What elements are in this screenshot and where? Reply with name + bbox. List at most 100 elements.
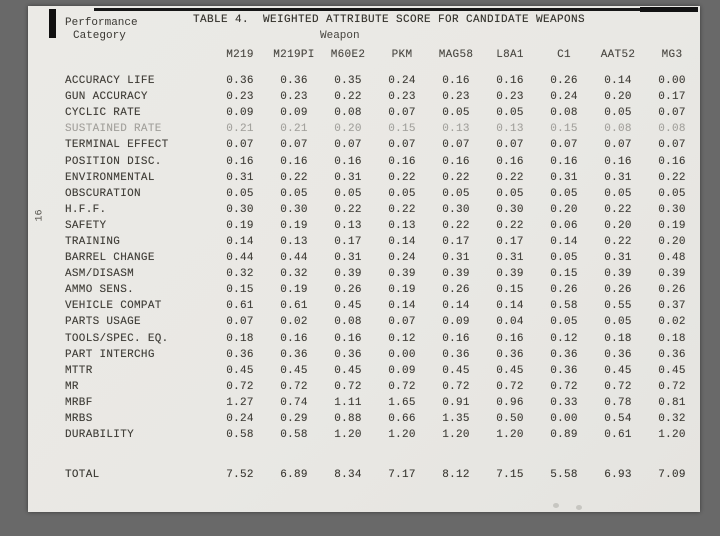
row-value: 7.09 bbox=[658, 469, 686, 482]
row-label: TERMINAL EFFECT bbox=[65, 139, 169, 152]
row-value: 0.31 bbox=[334, 171, 362, 184]
row-value: 0.14 bbox=[550, 235, 578, 248]
row-value: 0.05 bbox=[604, 316, 632, 329]
row-value: 0.00 bbox=[658, 75, 686, 88]
column-header: AAT52 bbox=[600, 49, 636, 61]
table-row: PART INTERCHG 0.36 0.36 0.36 0.00 0.36 0.36 0.3… bbox=[65, 347, 699, 363]
row-value: 0.54 bbox=[604, 413, 632, 426]
table-row: DURABILITY 0.58 0.58 1.20 1.20 1.20 1.20 0.89 0.… bbox=[65, 427, 699, 443]
row-value: 0.08 bbox=[658, 123, 686, 136]
row-value: 0.00 bbox=[388, 348, 416, 361]
table-body: ACCURACY LIFE 0.36 0.36 0.35 0.24 0.16 0.16 0.2… bbox=[65, 73, 699, 443]
row-value: 0.05 bbox=[496, 187, 524, 200]
table-row: SAFETY 0.19 0.19 0.13 0.13 0.22 0.22 0.06 0.20 0.… bbox=[65, 218, 699, 234]
row-value: 0.21 bbox=[280, 123, 308, 136]
row-value: 0.30 bbox=[496, 203, 524, 216]
row-value: 0.74 bbox=[280, 396, 308, 409]
row-value: 0.07 bbox=[442, 139, 470, 152]
row-value: 0.13 bbox=[496, 123, 524, 136]
row-value: 0.33 bbox=[550, 396, 578, 409]
row-value: 0.17 bbox=[334, 235, 362, 248]
row-value: 0.14 bbox=[604, 75, 632, 88]
scanned-page: TABLE 4. WEIGHTED ATTRIBUTE SCORE FOR CA… bbox=[28, 6, 700, 512]
row-value: 0.55 bbox=[604, 300, 632, 313]
row-value: 7.17 bbox=[388, 469, 416, 482]
row-value: 7.15 bbox=[496, 469, 524, 482]
total-row: TOTAL 7.52 6.89 8.34 7.17 8.12 7.15 5.58 6.93 7.0… bbox=[65, 467, 699, 483]
row-value: 0.72 bbox=[388, 380, 416, 393]
row-value: 0.26 bbox=[604, 284, 632, 297]
row-value: 0.45 bbox=[334, 300, 362, 313]
row-value: 0.39 bbox=[388, 268, 416, 281]
row-value: 0.18 bbox=[226, 332, 254, 345]
scan-edge-artifact-top-right bbox=[640, 7, 698, 12]
row-value: 0.04 bbox=[496, 316, 524, 329]
row-value: 0.45 bbox=[658, 364, 686, 377]
row-value: 0.45 bbox=[604, 364, 632, 377]
row-value: 0.89 bbox=[550, 429, 578, 442]
row-value: 0.36 bbox=[226, 348, 254, 361]
row-value: 0.39 bbox=[442, 268, 470, 281]
table-row: TRAINING 0.14 0.13 0.17 0.14 0.17 0.17 0.14 0.22… bbox=[65, 234, 699, 250]
row-value: 0.30 bbox=[226, 203, 254, 216]
row-value: 0.81 bbox=[658, 396, 686, 409]
row-value: 0.58 bbox=[550, 300, 578, 313]
row-value: 0.05 bbox=[226, 187, 254, 200]
row-value: 0.31 bbox=[442, 252, 470, 265]
row-value: 0.20 bbox=[550, 203, 578, 216]
row-value: 0.05 bbox=[604, 187, 632, 200]
row-value: 1.27 bbox=[226, 396, 254, 409]
row-value: 0.20 bbox=[604, 91, 632, 104]
row-value: 0.22 bbox=[334, 91, 362, 104]
row-value: 0.12 bbox=[388, 332, 416, 345]
row-value: 0.16 bbox=[280, 332, 308, 345]
row-value: 0.36 bbox=[604, 348, 632, 361]
row-value: 1.20 bbox=[496, 429, 524, 442]
row-value: 0.15 bbox=[388, 123, 416, 136]
row-value: 0.18 bbox=[658, 332, 686, 345]
row-value: 0.61 bbox=[226, 300, 254, 313]
row-value: 0.72 bbox=[550, 380, 578, 393]
row-label: MRBF bbox=[65, 396, 93, 409]
row-value: 0.36 bbox=[496, 348, 524, 361]
row-label: PART INTERCHG bbox=[65, 348, 155, 361]
row-value: 1.20 bbox=[334, 429, 362, 442]
row-label: ACCURACY LIFE bbox=[65, 75, 155, 88]
row-value: 0.20 bbox=[658, 235, 686, 248]
row-value: 0.36 bbox=[550, 364, 578, 377]
table-row: MRBS 0.24 0.29 0.88 0.66 1.35 0.50 0.00 0.54 0.32 bbox=[65, 411, 699, 427]
column-header: C1 bbox=[557, 49, 571, 61]
row-value: 0.16 bbox=[442, 155, 470, 168]
row-value: 0.02 bbox=[280, 316, 308, 329]
row-value: 0.20 bbox=[604, 219, 632, 232]
row-value: 0.05 bbox=[550, 252, 578, 265]
row-value: 0.05 bbox=[280, 187, 308, 200]
row-value: 0.05 bbox=[442, 107, 470, 120]
table-row: VEHICLE COMPAT 0.61 0.61 0.45 0.14 0.14 0.14 0.… bbox=[65, 298, 699, 314]
row-value: 0.16 bbox=[226, 155, 254, 168]
scan-smudge-dot bbox=[553, 503, 559, 508]
table-row: PARTS USAGE 0.07 0.02 0.08 0.07 0.09 0.04 0.05 0… bbox=[65, 314, 699, 330]
row-value: 0.30 bbox=[442, 203, 470, 216]
row-value: 0.37 bbox=[658, 300, 686, 313]
row-value: 6.93 bbox=[604, 469, 632, 482]
row-value: 0.07 bbox=[226, 316, 254, 329]
row-value: 0.39 bbox=[496, 268, 524, 281]
row-value: 1.35 bbox=[442, 413, 470, 426]
table-row: TOOLS/SPEC. EQ. 0.18 0.16 0.16 0.12 0.16 0.16 0… bbox=[65, 331, 699, 347]
row-value: 0.23 bbox=[388, 91, 416, 104]
row-value: 0.45 bbox=[442, 364, 470, 377]
row-value: 0.14 bbox=[388, 235, 416, 248]
row-value: 0.58 bbox=[226, 429, 254, 442]
column-header: L8A1 bbox=[496, 49, 524, 61]
row-value: 0.72 bbox=[604, 380, 632, 393]
row-value: 0.32 bbox=[226, 268, 254, 281]
row-value: 0.31 bbox=[604, 252, 632, 265]
row-value: 0.13 bbox=[388, 219, 416, 232]
row-value: 0.22 bbox=[280, 171, 308, 184]
row-value: 0.07 bbox=[496, 139, 524, 152]
row-value: 0.31 bbox=[496, 252, 524, 265]
row-value: 0.19 bbox=[280, 219, 308, 232]
row-value: 0.22 bbox=[496, 171, 524, 184]
